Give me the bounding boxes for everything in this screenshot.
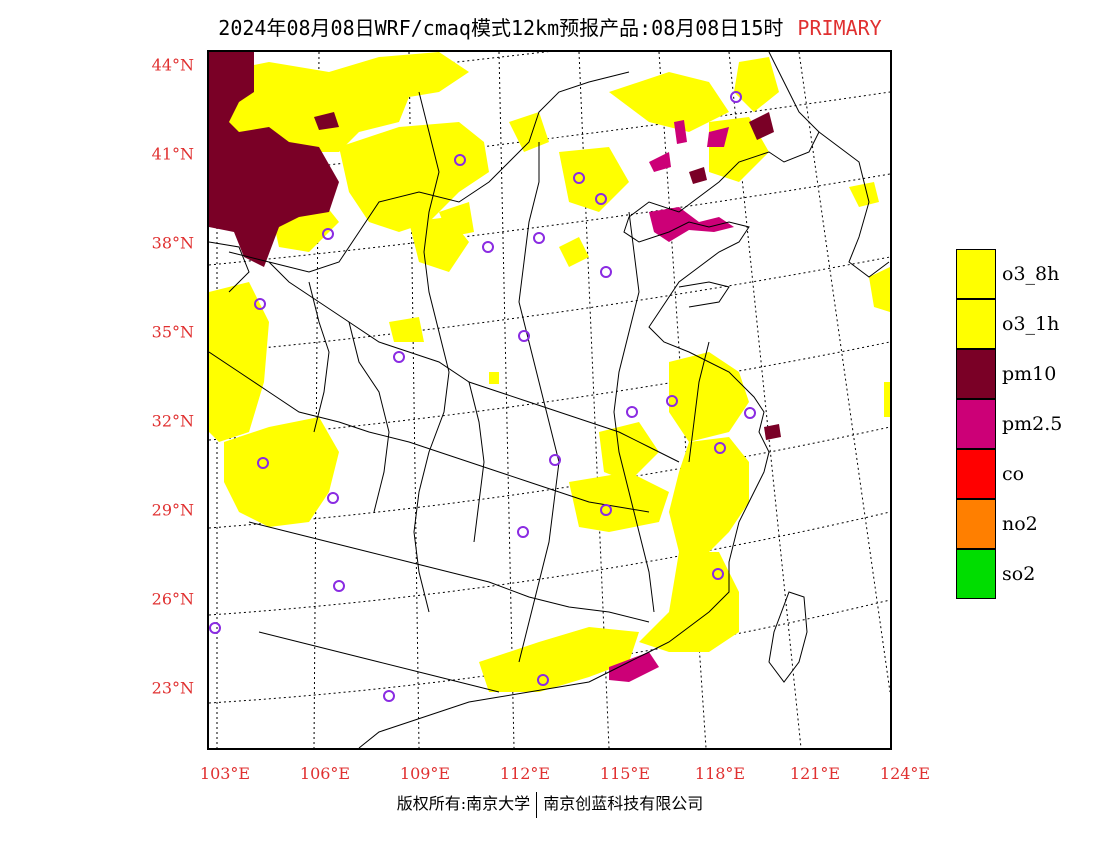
legend-label: so2 (1002, 563, 1036, 585)
lon-label-121: 121°E (789, 764, 841, 783)
lon-label-112: 112°E (499, 764, 551, 783)
map-panel (207, 50, 892, 750)
lon-label-118: 118°E (694, 764, 746, 783)
boundaries (209, 52, 890, 748)
pollutant-map (209, 52, 890, 748)
legend-label: co (1002, 463, 1025, 485)
lat-label-44: 44°N (151, 55, 194, 75)
legend-swatch (956, 249, 996, 299)
title-main: 2024年08月08日WRF/cmaq模式12km预报产品:08月08日15时 (218, 16, 784, 40)
legend-swatch (956, 299, 996, 349)
title-tag: PRIMARY (797, 16, 882, 40)
legend-swatch (956, 449, 996, 499)
lat-label-29: 29°N (151, 500, 194, 520)
station-markers (209, 91, 756, 702)
lat-label-35: 35°N (151, 322, 194, 342)
legend-label: pm10 (1002, 363, 1057, 385)
legend-label: no2 (1002, 513, 1038, 535)
lon-label-109: 109°E (399, 764, 451, 783)
legend-swatch (956, 349, 996, 399)
pm10-regions (209, 52, 781, 440)
lon-label-115: 115°E (599, 764, 651, 783)
map-title: 2024年08月08日WRF/cmaq模式12km预报产品:08月08日15时 P… (0, 12, 1100, 41)
lat-label-23: 23°N (151, 678, 194, 698)
pm25-regions (609, 120, 734, 682)
copyright-company: 南京创蓝科技有限公司 (543, 794, 704, 813)
lat-label-26: 26°N (151, 589, 194, 609)
lat-label-38: 38°N (151, 233, 194, 253)
o3-regions (209, 52, 890, 692)
copyright-footer: 版权所有:南京大学 南京创蓝科技有限公司 (0, 790, 1100, 818)
lon-label-103: 103°E (199, 764, 251, 783)
lat-label-32: 32°N (151, 411, 194, 431)
legend-label: o3_8h (1002, 263, 1060, 285)
lat-label-41: 41°N (151, 144, 194, 164)
legend-label: pm2.5 (1002, 413, 1063, 435)
lon-label-106: 106°E (299, 764, 351, 783)
copyright-owner: 版权所有:南京大学 (396, 794, 531, 813)
legend-swatch (956, 549, 996, 599)
legend-label: o3_1h (1002, 313, 1060, 335)
footer-divider (536, 791, 538, 818)
legend-swatch (956, 499, 996, 549)
legend-swatch (956, 399, 996, 449)
lon-label-124: 124°E (879, 764, 931, 783)
